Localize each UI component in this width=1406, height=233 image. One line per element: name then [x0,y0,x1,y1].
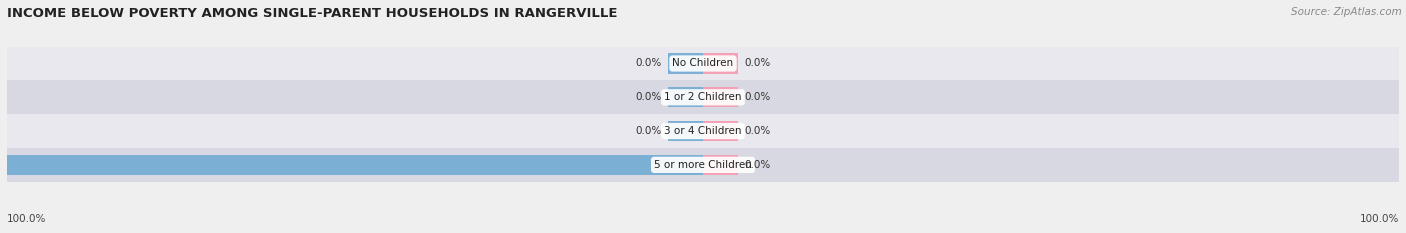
Bar [7,148,1399,182]
Text: No Children: No Children [672,58,734,69]
Text: 0.0%: 0.0% [745,92,770,102]
Text: 0.0%: 0.0% [636,58,661,69]
Bar [703,87,738,107]
Text: 1 or 2 Children: 1 or 2 Children [664,92,742,102]
Text: 0.0%: 0.0% [745,160,770,170]
Text: Source: ZipAtlas.com: Source: ZipAtlas.com [1291,7,1402,17]
Text: 0.0%: 0.0% [745,58,770,69]
Bar [668,53,703,74]
Text: 3 or 4 Children: 3 or 4 Children [664,126,742,136]
Text: 0.0%: 0.0% [636,92,661,102]
Bar [7,80,1399,114]
Bar [7,114,1399,148]
Bar [668,87,703,107]
Text: 100.0%: 100.0% [7,214,46,224]
Bar [703,121,738,141]
Bar [703,53,738,74]
Text: 0.0%: 0.0% [636,126,661,136]
Bar [7,155,703,175]
Text: INCOME BELOW POVERTY AMONG SINGLE-PARENT HOUSEHOLDS IN RANGERVILLE: INCOME BELOW POVERTY AMONG SINGLE-PARENT… [7,7,617,20]
Bar [668,121,703,141]
Bar [7,47,1399,80]
Text: 5 or more Children: 5 or more Children [654,160,752,170]
Bar [703,155,738,175]
Text: 0.0%: 0.0% [745,126,770,136]
Text: 100.0%: 100.0% [1360,214,1399,224]
